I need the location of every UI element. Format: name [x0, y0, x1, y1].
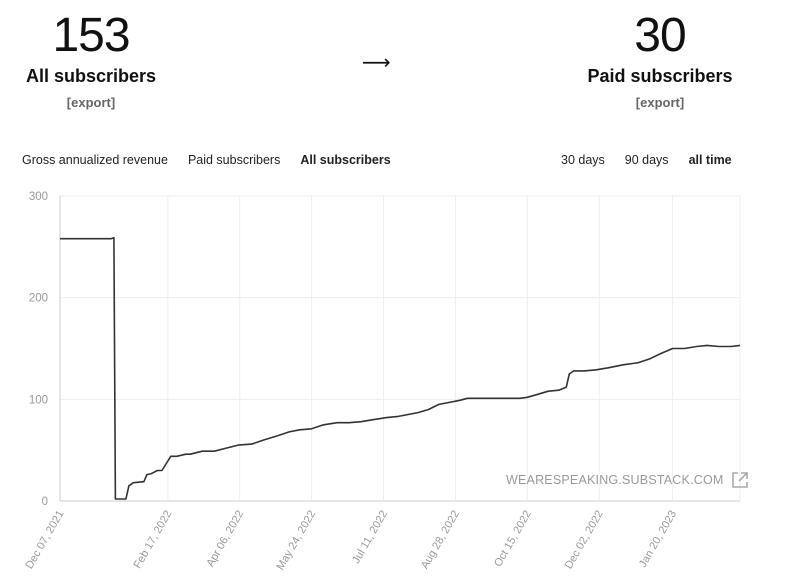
tab-all-subscribers[interactable]: All subscribers	[300, 153, 391, 167]
paid-subscribers-count: 30	[634, 9, 686, 62]
external-link-icon[interactable]	[730, 470, 750, 490]
x-tick-label: Dec 07, 2021	[23, 509, 66, 572]
x-tick-label: Aug 28, 2022	[419, 509, 462, 572]
all-subscribers-count: 153	[52, 9, 130, 62]
all-subscribers-label: All subscribers	[25, 66, 157, 86]
time-range-selector: 30 days 90 days all time	[561, 153, 732, 167]
arrow-right-icon: ⟶	[362, 52, 391, 74]
x-tick-label: Jul 11, 2022	[350, 509, 390, 566]
range-90-days[interactable]: 90 days	[624, 153, 669, 167]
subscribers-line-chart: 0 100 200 300 Dec 07, 2021 Feb 17, 2022 Apr 0…	[23, 191, 741, 573]
y-tick-label: 0	[42, 496, 48, 508]
watermark-text: WEARESPEAKING.SUBSTACK.COM	[506, 473, 724, 487]
export-all-subscribers-link[interactable]: [export]	[66, 95, 116, 110]
stat-all-subscribers: 153 All subscribers [export]	[0, 9, 182, 111]
metric-tabs: Gross annualized revenue Paid subscriber…	[22, 153, 391, 167]
x-axis-ticks: Dec 07, 2021 Feb 17, 2022 Apr 06, 2022 May …	[23, 509, 679, 573]
x-tick-label: May 24, 2022	[275, 509, 319, 573]
x-tick-label: Jan 20, 2023	[637, 509, 679, 570]
tab-paid-subscribers[interactable]: Paid subscribers	[187, 153, 281, 167]
y-tick-label: 200	[29, 293, 48, 305]
range-all-time[interactable]: all time	[688, 153, 732, 167]
x-tick-label: Feb 17, 2022	[132, 509, 175, 571]
chart-grid	[59, 195, 741, 502]
watermark: WEARESPEAKING.SUBSTACK.COM	[506, 470, 750, 490]
paid-subscribers-label: Paid subscribers	[587, 66, 733, 86]
y-axis-ticks: 0 100 200 300	[29, 191, 48, 508]
range-30-days[interactable]: 30 days	[561, 153, 605, 167]
x-tick-label: Oct 15, 2022	[492, 509, 534, 570]
y-tick-label: 100	[29, 394, 48, 406]
tab-gross-annualized-revenue[interactable]: Gross annualized revenue	[22, 153, 168, 167]
y-tick-label: 300	[29, 191, 48, 203]
export-paid-subscribers-link[interactable]: [export]	[635, 95, 685, 110]
x-tick-label: Apr 06, 2022	[204, 509, 246, 570]
series-line	[60, 236, 741, 500]
x-tick-label: Dec 02, 2022	[563, 509, 606, 572]
stat-paid-subscribers: 30 Paid subscribers [export]	[570, 9, 750, 111]
